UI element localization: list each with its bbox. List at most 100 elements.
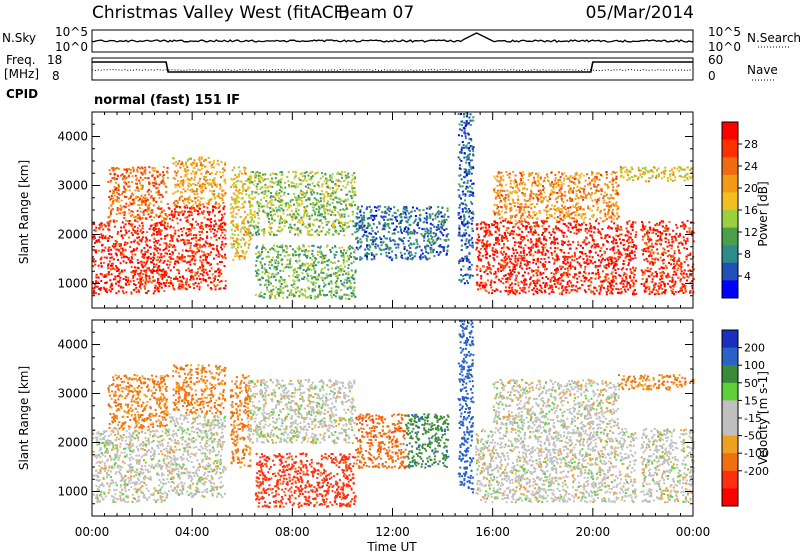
power-cell	[433, 235, 436, 238]
power-cell	[327, 221, 330, 224]
power-cell	[270, 289, 273, 292]
power-cell	[124, 178, 127, 181]
power-cell	[462, 274, 464, 277]
power-cell	[335, 282, 338, 285]
power-cell	[284, 181, 286, 184]
power-cell	[311, 281, 314, 284]
power-cell	[211, 228, 214, 230]
power-cell	[326, 209, 329, 212]
power-cell	[431, 236, 434, 239]
power-cell	[536, 278, 539, 281]
power-cell	[259, 205, 262, 208]
power-cell	[122, 248, 125, 251]
power-cell	[471, 227, 474, 230]
count-tick-left-top: 10^5	[55, 25, 88, 39]
power-cell	[360, 205, 363, 208]
power-cell	[320, 252, 323, 255]
power-cell	[464, 132, 467, 135]
power-cell	[437, 228, 440, 231]
power-cell	[340, 213, 343, 216]
power-cell	[286, 254, 289, 257]
power-cell	[231, 198, 234, 201]
power-cell	[409, 230, 412, 233]
power-cell	[334, 261, 337, 264]
power-cell	[134, 219, 136, 222]
power-cell	[391, 257, 394, 260]
power-cell	[120, 256, 123, 259]
power-cell	[156, 269, 159, 271]
power-cell	[460, 244, 463, 247]
power-cell	[336, 276, 339, 279]
power-cell	[131, 180, 134, 183]
power-cell	[114, 188, 117, 191]
power-cell	[400, 254, 403, 257]
power-cell	[112, 197, 114, 200]
power-cell	[464, 274, 467, 277]
power-cell	[367, 253, 370, 255]
power-cell	[106, 291, 108, 293]
power-cell	[393, 240, 396, 243]
power-cell	[620, 228, 623, 231]
power-cell	[141, 227, 144, 230]
power-cell	[128, 236, 131, 239]
power-cell	[277, 181, 280, 184]
power-cell	[163, 209, 166, 212]
power-cell	[502, 268, 505, 271]
power-cell	[261, 277, 264, 280]
power-cell	[330, 280, 333, 283]
power-cell	[311, 249, 314, 252]
power-cell	[579, 244, 582, 247]
power-cell	[267, 190, 270, 193]
power-cell	[465, 146, 468, 149]
power-cell	[359, 258, 362, 261]
power-cell	[183, 239, 186, 242]
power-cell	[282, 287, 285, 289]
power-cell	[175, 261, 178, 264]
power-cell	[329, 176, 331, 179]
power-cell	[136, 186, 139, 189]
power-cell	[297, 194, 300, 197]
power-cell	[278, 179, 281, 182]
power-cell	[465, 161, 468, 164]
power-cell	[321, 172, 323, 175]
power-cell	[342, 185, 345, 188]
power-cell	[193, 210, 196, 212]
power-cell	[556, 271, 559, 274]
power-cell	[319, 193, 322, 196]
power-cell	[405, 206, 408, 209]
power-cell	[320, 215, 323, 218]
power-cell	[463, 115, 466, 118]
power-cell	[305, 209, 308, 212]
power-cell	[235, 226, 237, 229]
power-cell	[231, 178, 234, 181]
beam-label: Beam 07	[338, 3, 414, 23]
power-cell	[318, 275, 321, 278]
power-cell	[465, 158, 468, 161]
power-cell	[208, 270, 211, 273]
power-cell	[506, 239, 509, 242]
power-cell	[202, 254, 205, 257]
power-cell	[139, 272, 142, 275]
power-cell	[615, 242, 618, 245]
power-cell	[272, 244, 275, 247]
power-cell	[111, 256, 114, 259]
power-cell	[304, 171, 307, 174]
power-cell	[180, 163, 183, 166]
power-cell	[393, 211, 396, 214]
power-cell	[402, 242, 405, 245]
power-cell	[470, 263, 473, 266]
power-cell	[199, 259, 202, 262]
power-cell	[210, 281, 212, 284]
power-cell	[184, 175, 187, 178]
power-cell	[249, 209, 252, 212]
power-cell	[168, 243, 171, 246]
power-cell	[437, 210, 440, 213]
power-cell	[111, 284, 113, 287]
power-cell	[121, 269, 123, 272]
power-cell	[186, 206, 189, 209]
power-cell	[365, 246, 368, 249]
power-cell	[335, 275, 338, 277]
power-cell	[630, 279, 633, 282]
power-cell	[343, 270, 346, 273]
power-cell	[375, 214, 378, 217]
